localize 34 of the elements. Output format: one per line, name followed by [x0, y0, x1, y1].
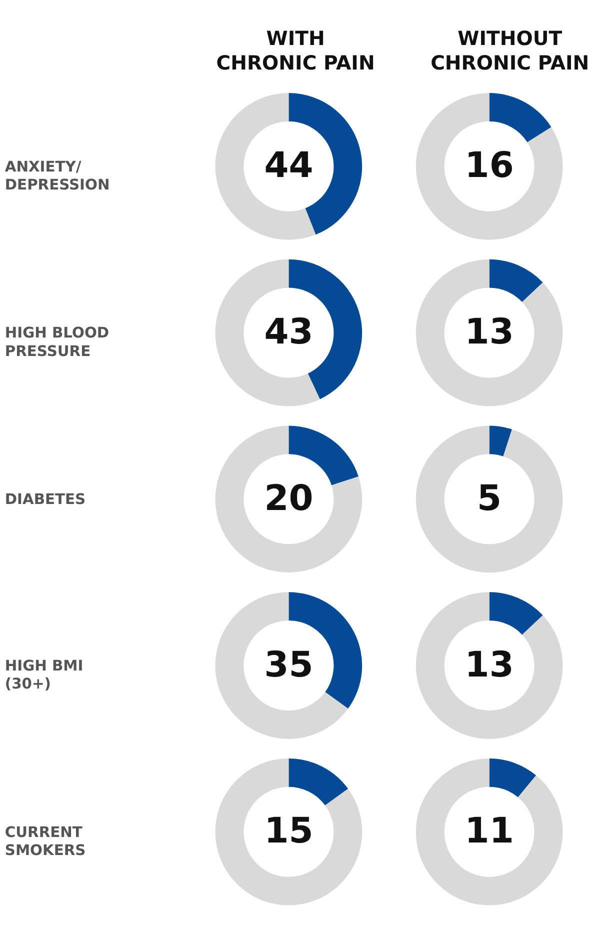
donut-slice	[416, 426, 563, 573]
data-label: 11	[464, 810, 514, 852]
text: CURRENT SMOKERS	[4, 824, 86, 860]
donut-slice	[489, 93, 552, 142]
data-label: 13	[464, 644, 514, 686]
donut-slice	[215, 93, 316, 240]
donut-slice	[215, 426, 362, 572]
donut-slice	[215, 758, 362, 906]
donut-slice	[416, 758, 563, 906]
data-label: 35	[264, 644, 314, 686]
donut-slice	[288, 758, 348, 806]
donut-slice	[489, 758, 536, 798]
data-label: 20	[264, 478, 314, 519]
text: HIGH BMI (30+)	[4, 657, 84, 693]
text: ANXIETY/ DEPRESSION	[4, 158, 110, 194]
data-label: 5	[477, 478, 502, 519]
donut-slice	[416, 93, 563, 240]
text: HIGH BLOOD PRESSURE	[4, 324, 110, 360]
donut-slice	[416, 259, 563, 406]
chart-title: WITHOUT CHRONIC PAIN	[430, 27, 590, 75]
data-label: 16	[464, 145, 514, 186]
donut-slice	[489, 259, 543, 302]
data-label: 15	[264, 810, 314, 852]
chart-title: WITH CHRONIC PAIN	[216, 27, 375, 75]
donut-slice	[489, 592, 543, 635]
data-label: 43	[264, 312, 314, 353]
data-label: 13	[464, 312, 514, 353]
donut-slice	[416, 592, 563, 739]
donut-slice	[215, 592, 348, 739]
donut-slice	[489, 426, 512, 456]
donut-slice	[288, 426, 358, 486]
text: DIABETES	[4, 491, 86, 508]
donut-slice	[215, 259, 320, 406]
data-label: 44	[264, 145, 314, 186]
